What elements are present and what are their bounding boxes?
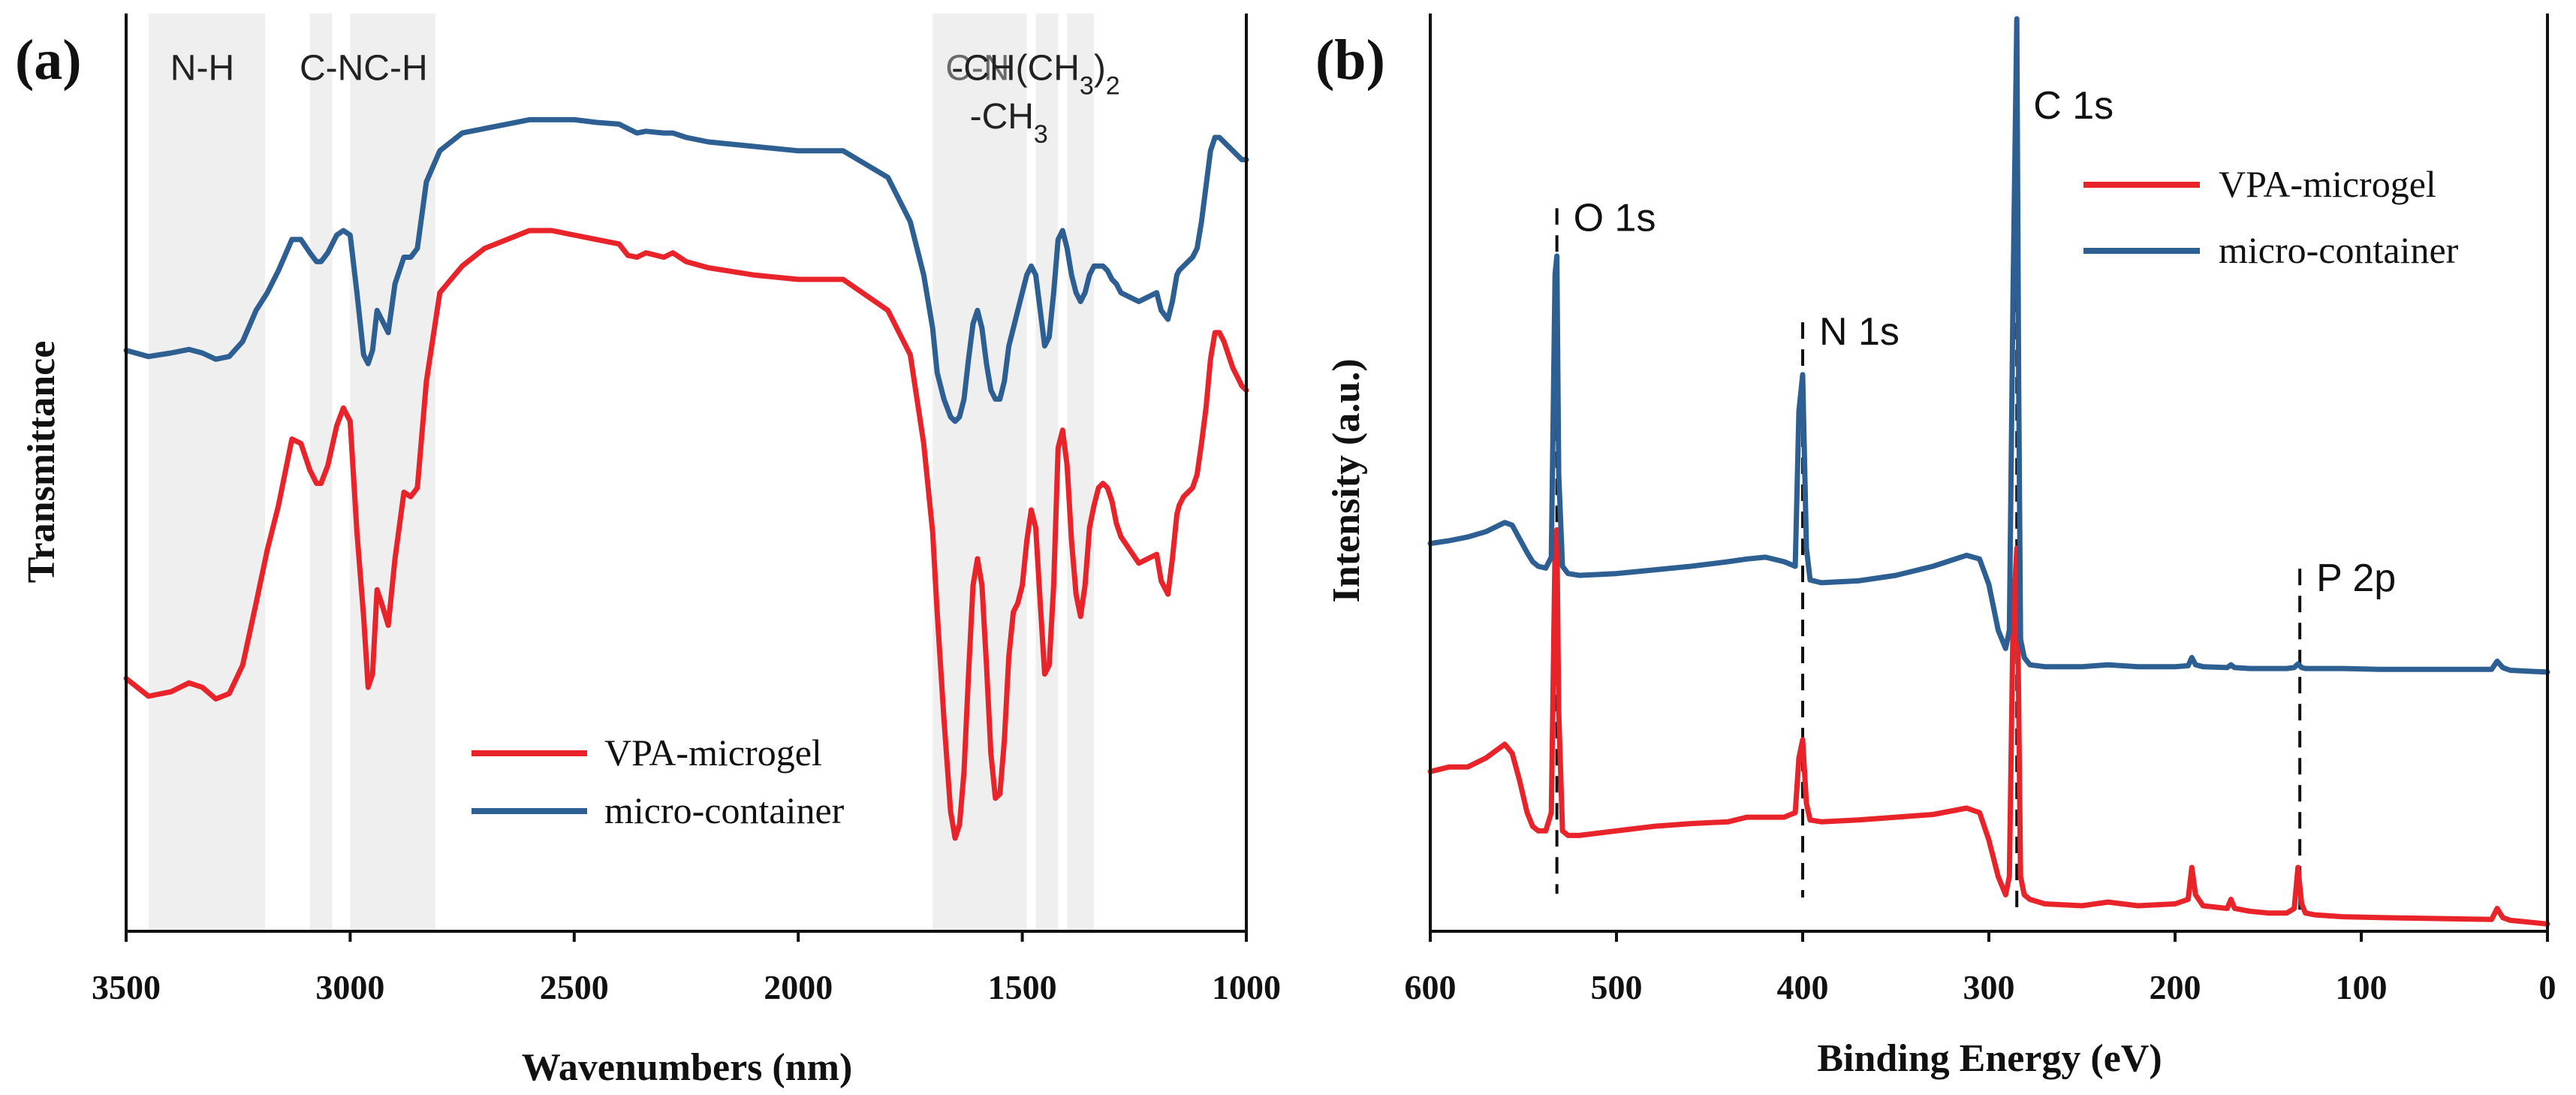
band-annotation-4: -CH(CH3)2 bbox=[951, 48, 1119, 100]
legend-label-micro-container: micro-container bbox=[2219, 229, 2459, 271]
series-line-vpa-microgel bbox=[123, 228, 1249, 841]
x-tick-label: 2000 bbox=[764, 968, 833, 1006]
x-tick-label: 0 bbox=[2539, 968, 2556, 1006]
panel-a-axes bbox=[125, 14, 1248, 933]
x-tick-label: 1500 bbox=[988, 968, 1057, 1006]
x-tick-label: 2500 bbox=[540, 968, 609, 1006]
peak-label-o-1s: O 1s bbox=[1574, 196, 1656, 240]
x-tick-label: 300 bbox=[1963, 968, 2015, 1006]
panel-b-y-axis-label: Intensity (a.u.) bbox=[1325, 358, 1368, 602]
band-annotation-3: C-N bbox=[945, 48, 1009, 88]
legend-label-vpa-microgel: VPA-microgel bbox=[604, 732, 822, 774]
x-tick-label: 3000 bbox=[315, 968, 384, 1006]
panel-a-ticks: 3500 3000 2500 2000 1500 1000 bbox=[92, 931, 1281, 1006]
legend-label-micro-container: micro-container bbox=[604, 789, 845, 831]
legend-label-vpa-microgel: VPA-microgel bbox=[2219, 163, 2436, 205]
panel-b: (b) O 1s N 1s C 1s P 2p 600 500 400 300 200 100 0… bbox=[1315, 14, 2556, 1080]
peak-label-c-1s: C 1s bbox=[2033, 84, 2114, 128]
shaded-band-6 bbox=[1067, 14, 1095, 931]
x-tick-label: 500 bbox=[1591, 968, 1643, 1006]
x-tick-label: 100 bbox=[2336, 968, 2388, 1006]
panel-b-x-axis-label: Binding Energy (eV) bbox=[1817, 1037, 2162, 1080]
panel-a-legend: VPA-microgel micro-container bbox=[472, 732, 845, 831]
panel-b-ticks: 600 500 400 300 200 100 0 bbox=[1405, 931, 2556, 1006]
series-line-vpa-microgel bbox=[1427, 526, 2550, 927]
series-line-micro-container bbox=[123, 116, 1249, 424]
band-annotation-1: N-H bbox=[170, 48, 234, 88]
x-tick-label: 200 bbox=[2150, 968, 2201, 1006]
shaded-band-1 bbox=[148, 14, 266, 931]
x-tick-label: 600 bbox=[1405, 968, 1457, 1006]
band-annotation-2: C-NC-H bbox=[300, 48, 428, 88]
panel-b-label: (b) bbox=[1315, 29, 1385, 92]
panel-a-y-axis-label: Transmittance bbox=[20, 341, 63, 584]
panel-a-series bbox=[123, 116, 1249, 841]
series-line-micro-container bbox=[1427, 16, 2550, 675]
panel-b-legend: VPA-microgel micro-container bbox=[2083, 163, 2459, 271]
peak-label-n-1s: N 1s bbox=[1819, 310, 1900, 354]
panel-a-label: (a) bbox=[15, 29, 82, 92]
x-tick-label: 400 bbox=[1777, 968, 1829, 1006]
x-tick-label: 3500 bbox=[92, 968, 161, 1006]
panel-a-bands bbox=[148, 14, 1095, 931]
shaded-band-3 bbox=[350, 14, 435, 931]
peak-label-p-2p: P 2p bbox=[2316, 557, 2396, 600]
shaded-band-5 bbox=[1035, 14, 1059, 931]
band-annotation-5: -CH3 bbox=[970, 97, 1048, 149]
panel-a-x-axis-label: Wavenumbers (nm) bbox=[522, 1046, 853, 1089]
x-tick-label: 1000 bbox=[1212, 968, 1281, 1006]
panel-b-series bbox=[1427, 16, 2550, 927]
panel-a: (a) N-H C-NC-H C-N-CH(CH3)2-CH3 3500 3000 25… bbox=[15, 14, 1281, 1089]
panel-b-axes bbox=[1429, 14, 2549, 933]
panel-a-annotations: N-H C-NC-H C-N-CH(CH3)2-CH3 bbox=[170, 48, 1120, 149]
